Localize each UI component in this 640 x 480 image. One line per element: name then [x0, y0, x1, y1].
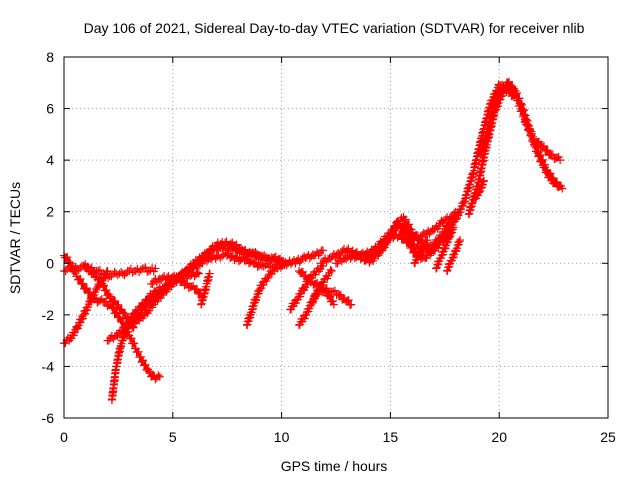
chart-title: Day 106 of 2021, Sidereal Day-to-day VTE…: [84, 20, 585, 36]
y-axis-label: SDTVAR / TECUs: [7, 182, 23, 294]
x-tick-label: 0: [60, 429, 68, 445]
axis-ticks: 0 5 10 15 20 25 -6 -4 -2 0 2 4 6 8: [42, 49, 616, 445]
series-arc9: [147, 271, 208, 303]
series-arc18: [360, 228, 456, 265]
marker-path-arc19: [390, 207, 460, 254]
marker-path-arc22: [442, 236, 465, 276]
marker-path-arc10: [197, 269, 214, 309]
y-tick-label: 8: [46, 49, 54, 65]
marker-path-arc25: [477, 77, 565, 191]
series-arc23: [451, 80, 565, 224]
marker-path-arc9: [147, 271, 208, 303]
series-arc26: [471, 176, 488, 203]
marker-path-arc18: [360, 228, 456, 265]
y-tick-label: 0: [46, 255, 54, 271]
marker-path-arc20: [410, 236, 432, 268]
y-tick-label: 6: [46, 101, 54, 117]
x-axis-label: GPS time / hours: [281, 458, 388, 474]
series-arc25: [477, 77, 565, 191]
y-tick-label: -4: [42, 358, 55, 374]
marker-path-arc15: [308, 284, 338, 309]
x-tick-label: 20: [491, 429, 507, 445]
marker-path-arc21: [432, 223, 458, 273]
series-arc21: [432, 223, 458, 273]
marker-path-arc23: [451, 80, 565, 224]
data-points: [60, 77, 567, 404]
series-arc19: [390, 207, 460, 254]
x-tick-label: 5: [169, 429, 177, 445]
y-tick-label: -6: [42, 410, 55, 426]
plot-frame: [63, 56, 609, 419]
marker-path-arc11: [242, 263, 282, 330]
series-arc15: [308, 284, 338, 309]
series-arc10: [197, 269, 214, 309]
x-tick-label: 10: [274, 429, 290, 445]
y-tick-label: -2: [42, 307, 55, 323]
series-arc11: [242, 263, 282, 330]
marker-path-arc26: [471, 176, 488, 203]
y-tick-label: 4: [46, 152, 54, 168]
x-tick-label: 15: [383, 429, 399, 445]
series-arc22: [442, 236, 465, 276]
series-arc20: [410, 236, 432, 268]
y-tick-label: 2: [46, 204, 54, 220]
x-tick-label: 25: [600, 429, 616, 445]
